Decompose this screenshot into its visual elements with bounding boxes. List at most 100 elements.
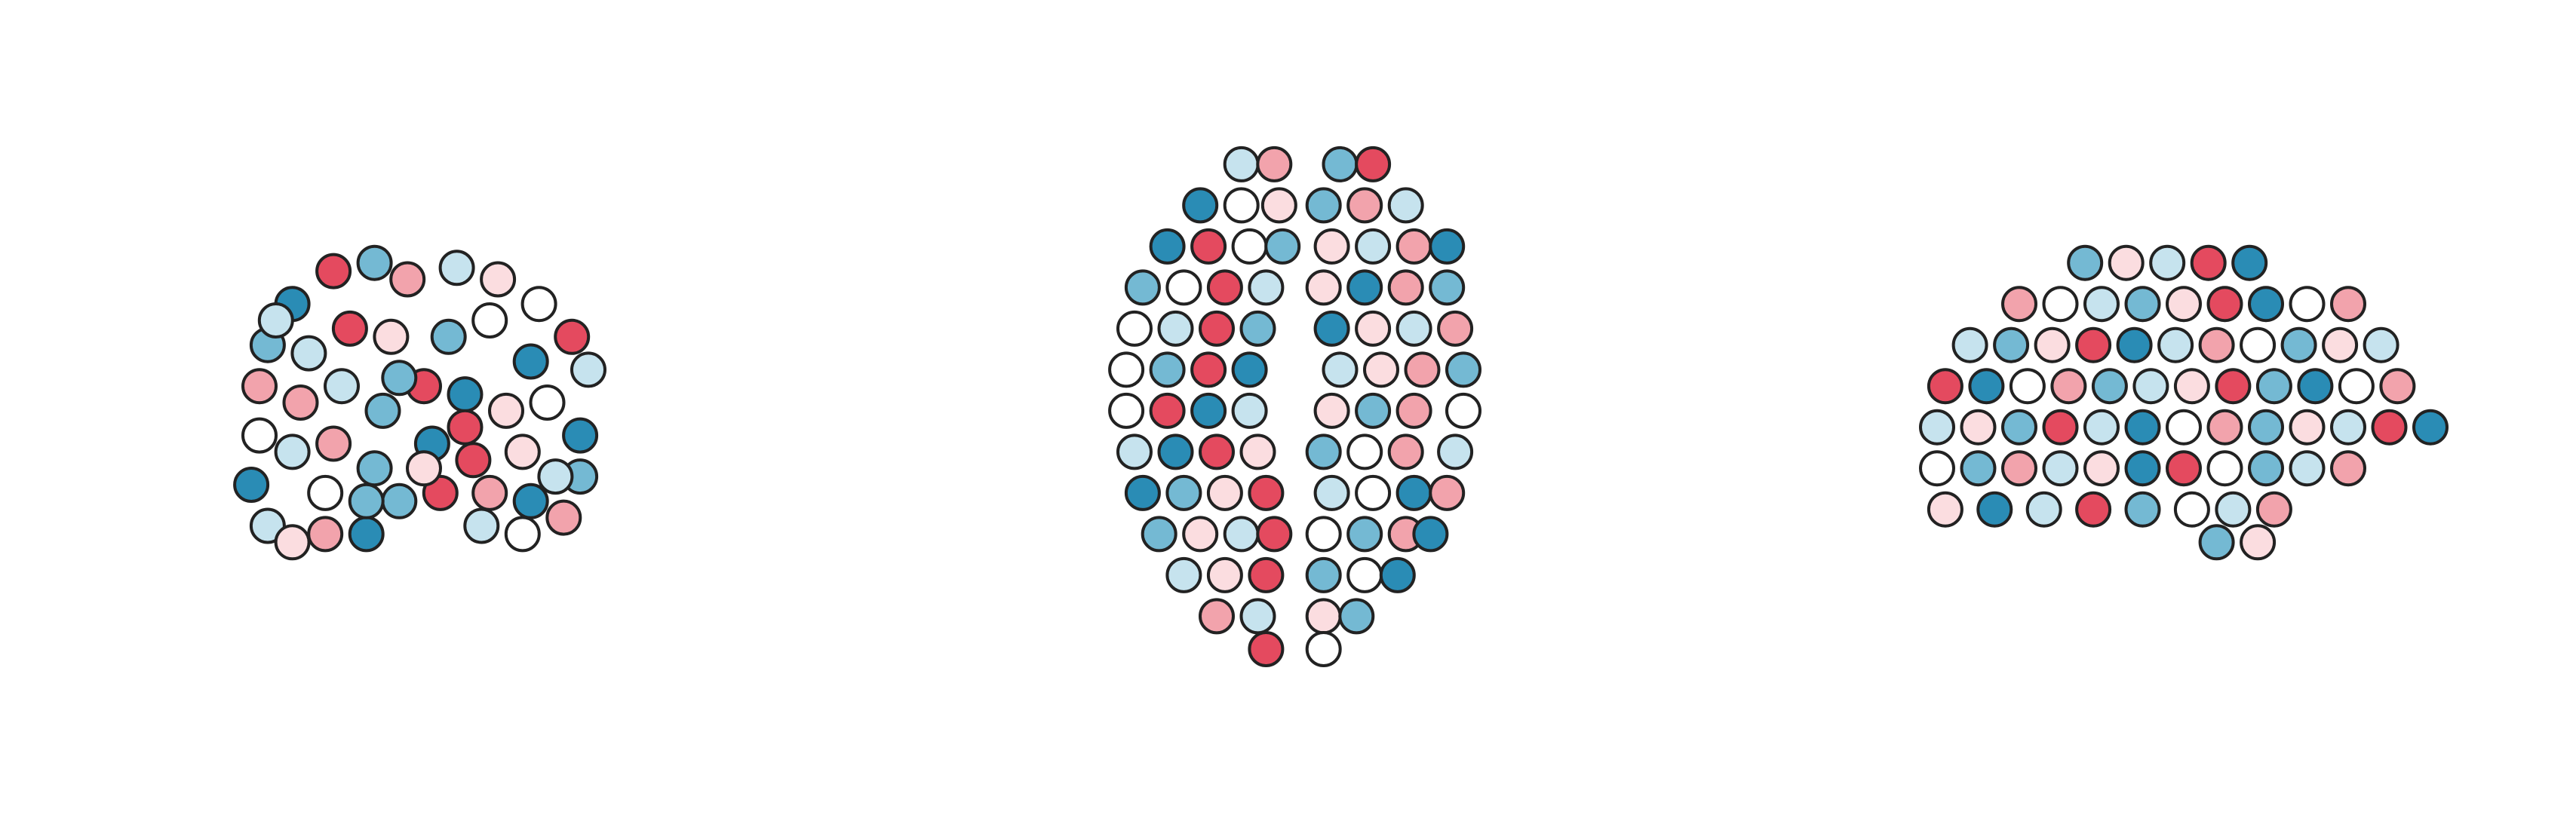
node xyxy=(2083,286,2120,323)
node xyxy=(2371,409,2408,446)
node xyxy=(1231,228,1268,265)
node xyxy=(1429,269,1466,306)
node xyxy=(2108,244,2145,281)
node xyxy=(1256,146,1293,182)
node xyxy=(290,335,327,372)
node xyxy=(1960,409,1997,446)
node xyxy=(455,442,492,479)
node xyxy=(1346,433,1383,470)
node xyxy=(1355,228,1392,265)
node xyxy=(2001,409,2037,446)
node xyxy=(1305,433,1342,470)
node xyxy=(2206,286,2243,323)
node xyxy=(315,253,352,289)
node xyxy=(512,482,549,519)
node xyxy=(2240,524,2277,561)
node xyxy=(1412,516,1449,553)
node xyxy=(1190,392,1227,429)
node xyxy=(2091,368,2128,405)
node xyxy=(2330,450,2366,487)
node xyxy=(2166,409,2202,446)
node xyxy=(2248,286,2284,323)
node xyxy=(373,318,410,355)
node xyxy=(504,433,541,470)
node xyxy=(2124,450,2161,487)
node xyxy=(1313,228,1350,265)
node xyxy=(463,507,500,544)
node xyxy=(1338,598,1375,635)
node xyxy=(2132,368,2169,405)
node xyxy=(2157,326,2194,363)
node xyxy=(1395,228,1432,265)
node xyxy=(389,261,426,298)
brain-view xyxy=(1108,146,1481,667)
node xyxy=(1305,631,1342,667)
node xyxy=(1199,310,1235,347)
node xyxy=(1248,631,1285,667)
node xyxy=(1149,392,1186,429)
node xyxy=(1429,474,1466,511)
node xyxy=(315,425,352,462)
node xyxy=(1305,269,1342,306)
node xyxy=(1157,310,1194,347)
node xyxy=(1182,187,1219,224)
node xyxy=(438,250,475,286)
node xyxy=(348,482,385,519)
node xyxy=(2034,326,2071,363)
node xyxy=(381,360,418,397)
node xyxy=(356,450,393,487)
node xyxy=(488,392,524,429)
node xyxy=(2255,368,2292,405)
node xyxy=(1437,433,1474,470)
node xyxy=(1206,269,1243,306)
node xyxy=(2149,244,2186,281)
node xyxy=(1445,392,1481,429)
node xyxy=(1951,326,1988,363)
node xyxy=(1322,351,1359,388)
node xyxy=(331,310,368,347)
node xyxy=(2330,409,2366,446)
node xyxy=(1116,433,1153,470)
node xyxy=(1223,187,1260,224)
node xyxy=(2190,244,2227,281)
node xyxy=(2289,450,2326,487)
node xyxy=(1429,228,1466,265)
node xyxy=(2075,491,2112,528)
node xyxy=(1149,351,1186,388)
node xyxy=(2248,450,2284,487)
node xyxy=(1395,392,1432,429)
node xyxy=(1968,368,2005,405)
node xyxy=(1305,516,1342,553)
node xyxy=(520,286,557,323)
node xyxy=(274,524,311,561)
node xyxy=(233,467,270,503)
node xyxy=(2173,368,2210,405)
node xyxy=(2231,244,2268,281)
node xyxy=(2050,368,2087,405)
node xyxy=(1387,433,1424,470)
node xyxy=(1239,598,1276,635)
node xyxy=(2198,524,2235,561)
node xyxy=(1919,409,1955,446)
node xyxy=(2248,409,2284,446)
node xyxy=(1157,433,1194,470)
node xyxy=(1223,516,1260,553)
node xyxy=(2255,491,2292,528)
node xyxy=(1223,146,1260,182)
node xyxy=(324,368,360,405)
node xyxy=(1387,187,1424,224)
node xyxy=(447,376,484,413)
node xyxy=(406,450,442,487)
node xyxy=(1239,433,1276,470)
node xyxy=(1355,146,1392,182)
node xyxy=(2124,286,2161,323)
node xyxy=(562,417,599,454)
node xyxy=(1355,392,1392,429)
node xyxy=(2322,326,2359,363)
node xyxy=(1264,228,1301,265)
node xyxy=(537,458,574,495)
node xyxy=(1404,351,1441,388)
node xyxy=(2124,409,2161,446)
node xyxy=(1305,556,1342,593)
node xyxy=(1206,474,1243,511)
